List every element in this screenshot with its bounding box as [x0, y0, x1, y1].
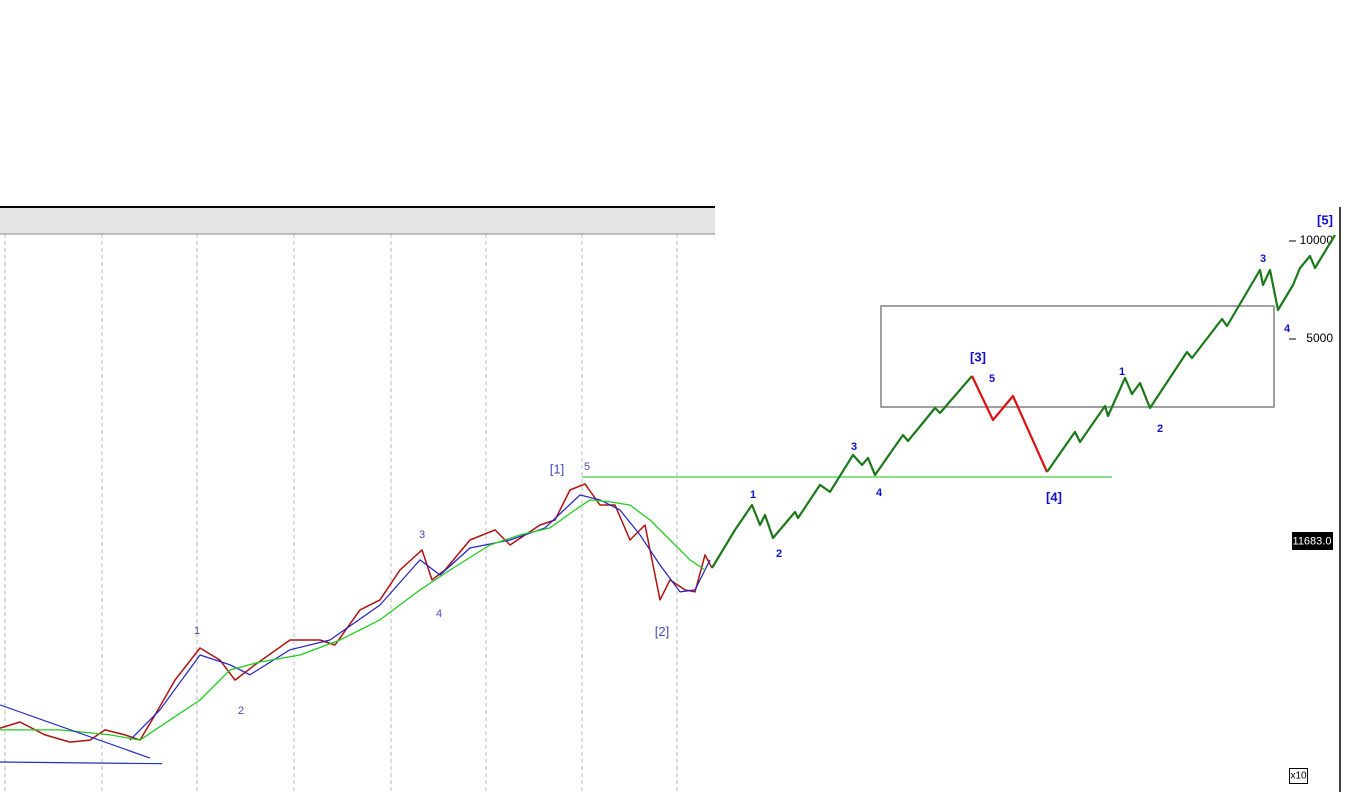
wave-label: 3	[851, 441, 857, 453]
wave-label: 5	[989, 373, 995, 385]
wave-label: 1	[750, 489, 756, 501]
wave-label: 3	[1260, 253, 1266, 265]
wave-label: [5]	[1317, 212, 1333, 227]
zone-box	[880, 305, 1275, 408]
series-line	[0, 483, 713, 743]
series-line	[0, 704, 151, 759]
wave-label: 4	[436, 608, 442, 620]
series-line	[0, 499, 706, 741]
wave-label: 1	[194, 625, 200, 637]
series-line	[0, 761, 163, 765]
y-tick-label: 10000	[1300, 233, 1334, 247]
wave-label: [1]	[550, 461, 564, 476]
wave-label: [3]	[970, 349, 986, 364]
series-line	[971, 375, 1049, 473]
y-tick-label: 5000	[1306, 331, 1333, 345]
scale-note: x10	[1290, 771, 1307, 782]
wave-label: 2	[238, 705, 244, 717]
scale-note-box	[1289, 768, 1308, 784]
header-bar	[0, 207, 715, 234]
price-box	[1292, 532, 1333, 550]
wave-label: [2]	[655, 624, 669, 639]
wave-label: 5	[584, 461, 590, 473]
series-line	[711, 375, 973, 569]
price-box-label: 11683.0	[1293, 535, 1332, 547]
wave-label: 3	[419, 529, 425, 541]
wave-label: 2	[1157, 423, 1163, 435]
series-line	[1046, 234, 1336, 473]
wave-label: 4	[876, 487, 883, 499]
wave-label: [4]	[1046, 489, 1062, 504]
wave-label: 2	[776, 548, 782, 560]
wave-label: 4	[1284, 323, 1291, 335]
wave-label: 1	[1119, 366, 1125, 378]
